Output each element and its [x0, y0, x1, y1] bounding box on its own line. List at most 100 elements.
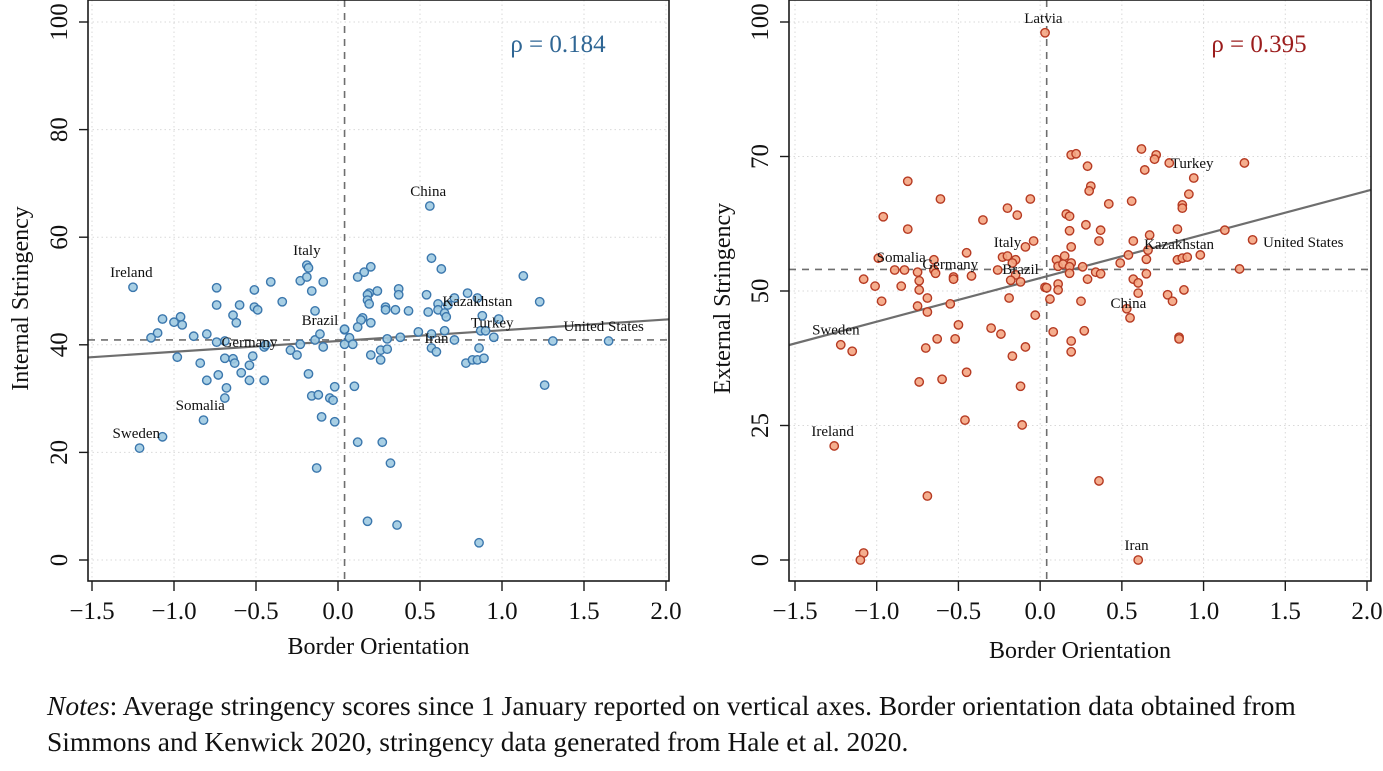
- country-label: Kazakhstan: [1144, 237, 1214, 253]
- data-point: [362, 516, 373, 527]
- data-point: [929, 254, 939, 265]
- data-point: [1141, 268, 1152, 279]
- notes-label: Notes: [47, 690, 110, 721]
- data-point: [1164, 158, 1175, 168]
- data-point: [1064, 268, 1075, 279]
- data-point: [493, 314, 504, 324]
- data-point: [221, 382, 232, 393]
- data-point: [413, 326, 424, 337]
- data-point: [1121, 303, 1132, 314]
- data-point: [1007, 258, 1018, 268]
- data-point: [873, 253, 884, 264]
- data-point: [382, 333, 393, 344]
- data-point: [395, 332, 406, 343]
- data-point: [313, 389, 324, 400]
- data-point: [1182, 252, 1193, 263]
- data-point: [219, 353, 230, 364]
- y-tick-label: 70: [747, 144, 774, 169]
- country-label: Turkey: [471, 316, 514, 332]
- data-point: [961, 247, 972, 258]
- country-label: Iran: [424, 331, 449, 347]
- data-point: [372, 286, 383, 296]
- data-point: [303, 368, 314, 379]
- data-point: [1002, 251, 1013, 261]
- data-point: [547, 336, 558, 346]
- country-label: Italy: [994, 235, 1022, 251]
- country-label: Somalia: [176, 398, 226, 414]
- data-point: [1103, 198, 1114, 209]
- data-point: [1081, 219, 1091, 230]
- data-point: [303, 262, 314, 273]
- data-point: [365, 350, 376, 360]
- y-tick-label: 60: [46, 225, 73, 250]
- data-point: [950, 333, 961, 344]
- country-label: Kazakhstan: [442, 294, 512, 310]
- y-axis-title: Internal Stringency: [8, 206, 34, 391]
- plot-frame: [87, 0, 670, 582]
- data-point: [259, 375, 270, 386]
- data-point: [318, 342, 329, 352]
- data-point: [1094, 236, 1104, 246]
- data-point: [930, 268, 941, 279]
- data-point: [172, 352, 183, 363]
- data-point: [244, 360, 255, 371]
- data-point: [1125, 312, 1135, 323]
- data-point: [423, 307, 434, 317]
- data-point: [306, 286, 317, 296]
- data-point: [252, 304, 263, 315]
- data-point: [914, 285, 925, 295]
- data-point: [960, 415, 970, 426]
- data-point: [310, 306, 320, 316]
- data-point: [1017, 420, 1028, 430]
- data-point: [1094, 476, 1104, 486]
- data-point: [213, 370, 224, 380]
- data-point: [439, 325, 450, 336]
- data-point: [352, 322, 363, 332]
- data-point: [1247, 234, 1258, 245]
- country-label: China: [1110, 296, 1146, 312]
- data-point: [1239, 158, 1250, 168]
- data-point: [1076, 296, 1086, 307]
- data-point: [365, 261, 376, 272]
- data-point: [1172, 224, 1183, 235]
- plot-area: [88, 0, 669, 581]
- data-point: [912, 267, 923, 278]
- data-point: [986, 323, 997, 334]
- data-point: [829, 441, 840, 451]
- data-point: [1219, 225, 1230, 236]
- data-point: [1064, 225, 1075, 236]
- data-point: [426, 253, 437, 264]
- x-tick-label: 1.0: [486, 598, 517, 625]
- data-point: [1040, 27, 1050, 38]
- data-point: [377, 437, 388, 448]
- y-tick-label: 100: [747, 3, 774, 41]
- data-point: [285, 345, 296, 356]
- data-point: [365, 317, 376, 328]
- data-point: [1174, 333, 1184, 344]
- data-point: [1002, 203, 1013, 214]
- data-point: [876, 296, 887, 307]
- data-point: [870, 281, 880, 292]
- data-point: [1141, 254, 1152, 265]
- y-tick-label: 20: [46, 440, 73, 465]
- x-tick-label: 1.0: [1188, 598, 1219, 625]
- country-label: Ireland: [811, 424, 854, 440]
- data-point: [1025, 194, 1036, 204]
- data-point: [249, 285, 260, 295]
- data-point: [201, 375, 212, 386]
- data-point: [477, 310, 488, 321]
- data-point: [424, 201, 435, 211]
- country-label: Ireland: [110, 265, 153, 281]
- data-point: [329, 381, 340, 392]
- data-point: [462, 288, 473, 299]
- x-tick-label: −1.5: [69, 598, 114, 625]
- x-tick-label: 2.0: [1351, 598, 1382, 625]
- data-point: [134, 443, 145, 453]
- data-point: [152, 328, 163, 338]
- data-point: [219, 336, 230, 346]
- country-label: Germany: [922, 257, 978, 273]
- x-tick-label: 1.5: [568, 598, 599, 625]
- data-point: [835, 339, 846, 350]
- x-axis-title: Border Orientation: [288, 634, 470, 660]
